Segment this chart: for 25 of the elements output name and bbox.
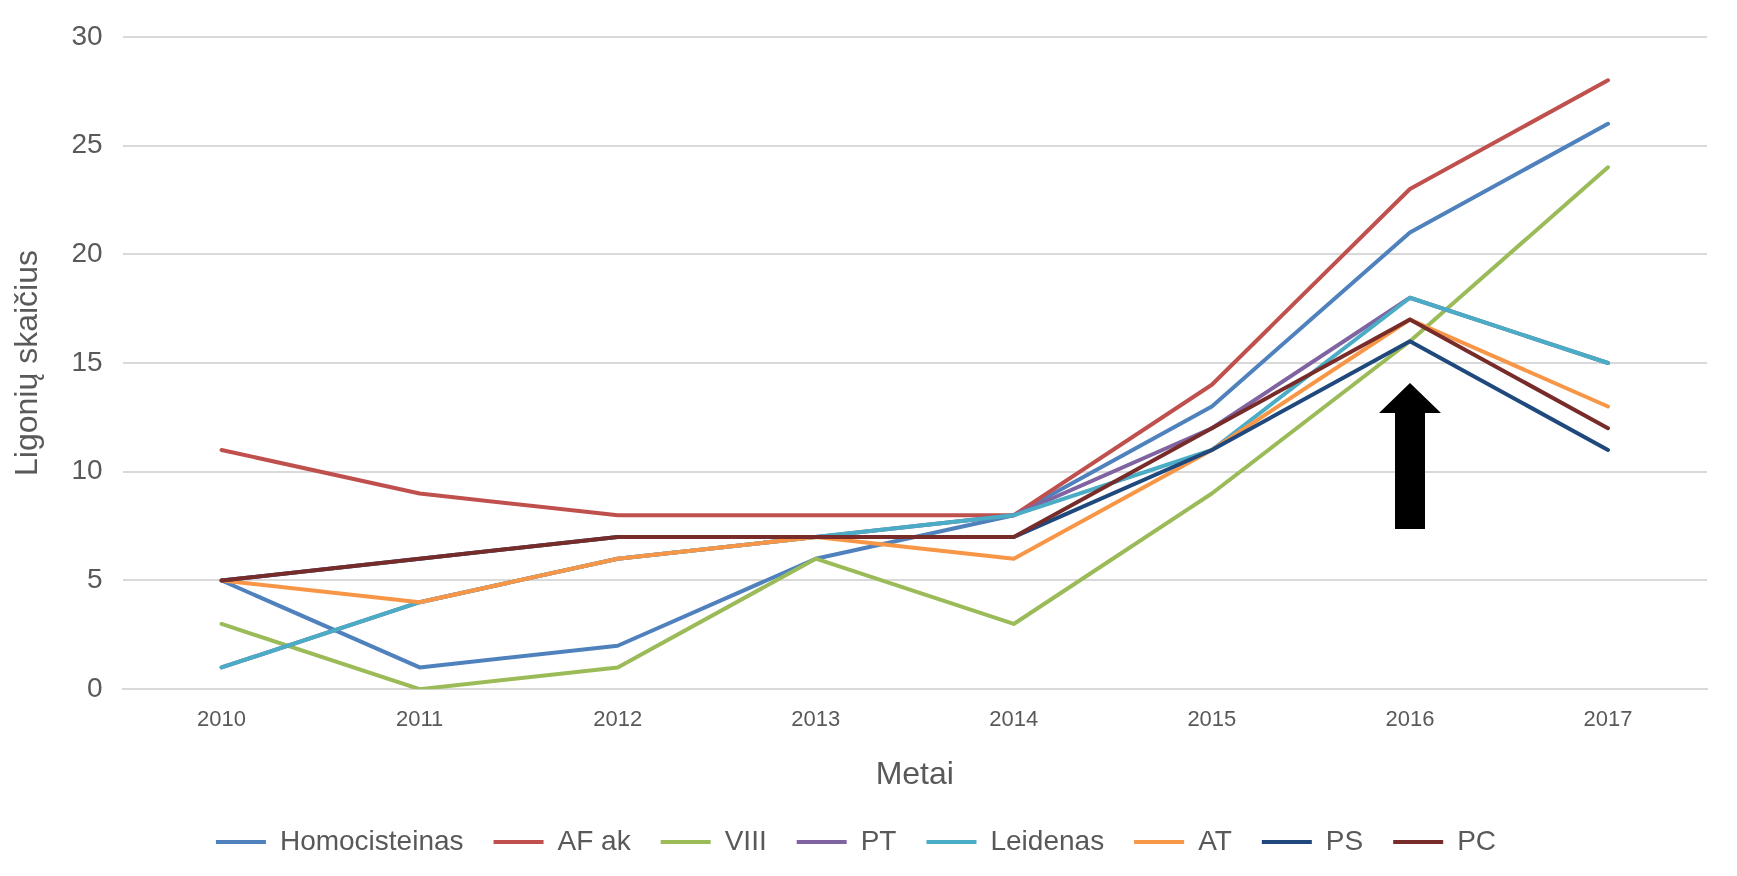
legend-label: VIII <box>724 824 767 856</box>
y-tick-label: 0 <box>86 671 103 703</box>
x-tick-label: 2015 <box>1187 706 1237 732</box>
y-tick-label: 30 <box>71 19 103 51</box>
x-axis-title: Metai <box>875 754 954 791</box>
legend-label: AT <box>1198 824 1232 856</box>
legend-label: Leidenas <box>990 824 1105 856</box>
legend-label: PS <box>1325 824 1364 856</box>
x-tick-label: 2012 <box>593 706 643 732</box>
legend-label: PC <box>1457 824 1497 856</box>
y-tick-label: 15 <box>71 345 103 377</box>
x-tick-label: 2010 <box>197 706 247 732</box>
y-tick-label: 5 <box>86 563 103 595</box>
x-tick-label: 2016 <box>1385 706 1435 732</box>
y-tick-label: 10 <box>71 454 103 486</box>
x-tick-label: 2011 <box>395 706 444 732</box>
y-tick-label: 25 <box>71 128 103 160</box>
y-axis-title: Ligonių skaičius <box>8 250 45 476</box>
x-tick-label: 2013 <box>791 706 841 732</box>
legend-label: Homocisteinas <box>279 824 464 856</box>
legend-label: AF ak <box>557 824 632 856</box>
legend-label: PT <box>860 824 897 856</box>
x-tick-label: 2014 <box>989 706 1039 732</box>
y-tick-label: 20 <box>71 236 103 268</box>
x-tick-label: 2017 <box>1583 706 1633 732</box>
